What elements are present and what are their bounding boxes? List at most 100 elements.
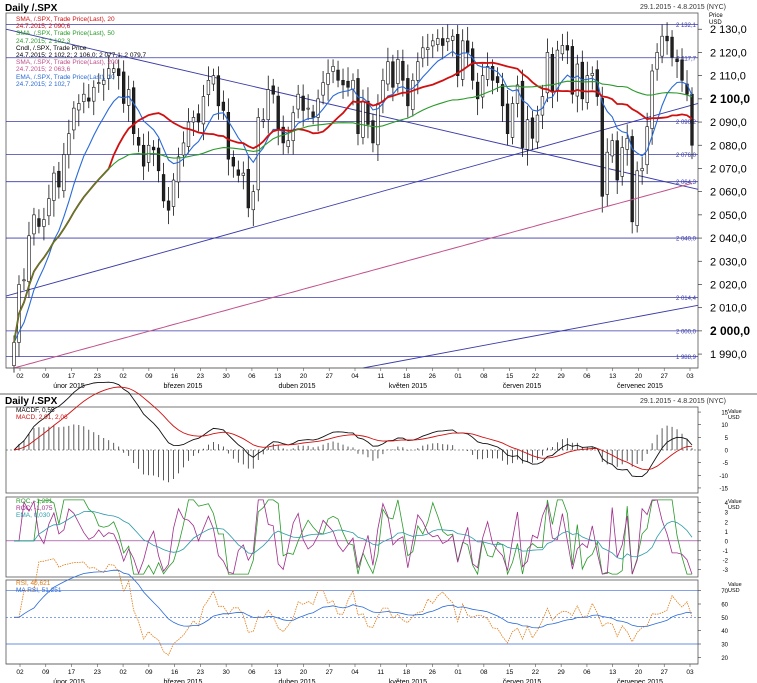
- candle-body: [301, 95, 305, 111]
- date-range: 29.1.2015 - 4.8.2015 (NYC): [640, 4, 726, 11]
- x-tick-label: 04: [351, 373, 359, 380]
- roc-legend: ROC, -1,291 ROC, -1,075 EMA, 0,030: [16, 498, 53, 520]
- indicator-title: Daily /.SPX: [5, 396, 58, 407]
- candle-body: [391, 61, 395, 88]
- candle-body: [211, 75, 216, 85]
- level-label: 2 014,4: [676, 296, 697, 302]
- macd-signal-line: [13, 386, 693, 471]
- candle-body: [62, 154, 66, 192]
- candle-body: [650, 70, 654, 129]
- candle-body: [87, 97, 91, 102]
- ma-rsi-line: [14, 569, 693, 629]
- candle-body: [371, 120, 375, 144]
- candle-body: [396, 59, 400, 84]
- candle-body: [560, 45, 565, 55]
- candle-body: [206, 79, 211, 95]
- y-tick-label: 2 010,0: [710, 303, 747, 315]
- candle-body: [505, 103, 510, 134]
- candle-body: [291, 112, 295, 141]
- candle-body: [156, 147, 161, 172]
- value-unit-label: USD: [728, 415, 740, 421]
- candle-body: [386, 61, 390, 85]
- x-tick-label: 27: [326, 669, 334, 676]
- x-tick-label: 13: [274, 373, 282, 380]
- candle-body: [421, 47, 425, 59]
- candle-body: [610, 140, 614, 157]
- candle-body: [351, 79, 355, 90]
- trend-line: [5, 28, 699, 190]
- value-unit-label: USD: [728, 588, 740, 594]
- x-tick-label: 30: [223, 669, 231, 676]
- candle-body: [296, 93, 300, 110]
- x-tick-label: 06: [248, 373, 256, 380]
- x-tick-label: 02: [119, 669, 127, 676]
- x-tick-label: 29: [558, 373, 566, 380]
- legend-sma20-value: 24.7.2015; 2 090,6: [16, 23, 71, 31]
- month-label: duben 2015: [279, 679, 316, 683]
- macd-y-tick-label: 10: [721, 423, 728, 429]
- x-tick-label: 02: [119, 373, 127, 380]
- macd-y-tick-label: 5: [725, 436, 729, 442]
- x-tick-label: 06: [583, 373, 591, 380]
- y-tick-label: 2 060,0: [710, 187, 747, 199]
- legend-macd: MACD, 2,91, 2,06: [16, 414, 68, 422]
- candle-body: [416, 61, 420, 81]
- ema10-line: [13, 50, 693, 343]
- x-tick-label: 15: [506, 669, 514, 676]
- rsi-y-tick-label: 30: [721, 643, 728, 649]
- candle-body: [151, 146, 156, 151]
- rsi-y-tick-label: 50: [721, 616, 728, 622]
- candle-body: [645, 126, 649, 166]
- legend-macdf: MACDF, 0,55: [16, 407, 55, 414]
- x-tick-label: 02: [16, 373, 24, 380]
- candle-body: [660, 35, 664, 57]
- level-label: 2 090,2: [676, 120, 697, 126]
- y-tick-label: 2 000,0: [710, 324, 750, 338]
- x-tick-label: 18: [403, 669, 411, 676]
- sma200-line: [13, 182, 693, 369]
- y-tick-label: 2 090,0: [710, 117, 747, 129]
- candle-body: [42, 219, 46, 227]
- level-label: 2 132,1: [676, 23, 697, 29]
- rsi-pane-frame: [5, 579, 699, 665]
- roc-y-tick-label: 0: [725, 539, 729, 545]
- legend-sma200-label: SMA, /.SPX, Trade Price(Last), 200: [16, 59, 119, 67]
- candle-body: [326, 73, 330, 85]
- roc-y-tick-label: 4: [725, 501, 729, 507]
- candle-body: [136, 137, 141, 146]
- x-tick-label: 20: [635, 669, 643, 676]
- x-tick-label: 29: [558, 669, 566, 676]
- candle-body: [97, 82, 101, 84]
- rsi-y-tick-label: 60: [721, 603, 728, 609]
- legend-ema10-label: EMA, /.SPX, Trade Price(Last), 10: [16, 73, 115, 81]
- x-tick-label: 27: [661, 373, 669, 380]
- y-tick-label: 2 100,0: [710, 92, 750, 106]
- candle-body: [316, 98, 320, 118]
- candle-body: [510, 103, 515, 138]
- x-tick-label: 23: [197, 669, 205, 676]
- candle-body: [12, 342, 16, 366]
- sma50-line: [13, 80, 693, 343]
- candle-body: [57, 170, 61, 188]
- x-tick-label: 01: [454, 373, 462, 380]
- candle-body: [77, 103, 81, 111]
- candle-body: [620, 147, 624, 177]
- x-tick-label: 03: [686, 669, 694, 676]
- x-tick-label: 04: [351, 669, 359, 676]
- candle-body: [475, 81, 480, 100]
- rsi-y-tick-label: 20: [721, 656, 728, 662]
- value-unit-label: Value: [728, 499, 742, 505]
- candle-body: [640, 168, 644, 172]
- candle-body: [441, 38, 445, 46]
- chart-title: Daily /.SPX: [5, 3, 58, 14]
- candle-body: [286, 140, 290, 147]
- roc-y-tick-label: 1: [725, 530, 729, 536]
- candle-body: [690, 93, 694, 146]
- roc-line-1: [14, 499, 692, 576]
- candle-body: [107, 68, 111, 79]
- macd-y-tick-label: -5: [723, 461, 729, 467]
- candle-body: [590, 73, 594, 76]
- candle-body: [161, 174, 166, 202]
